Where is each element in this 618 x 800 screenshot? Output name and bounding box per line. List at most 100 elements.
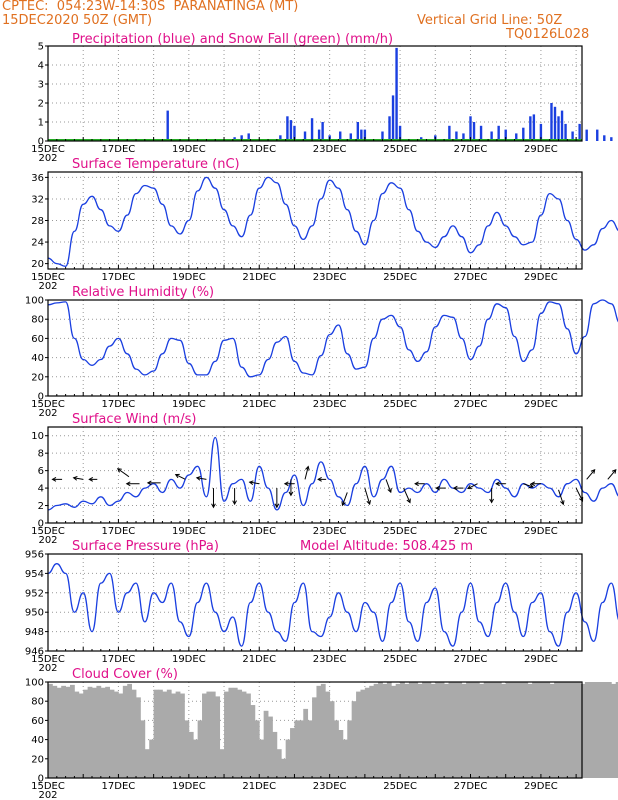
- precip-bar: [529, 116, 532, 141]
- cloud-ytick-label: 60: [31, 716, 44, 727]
- wind-ytick-label: 6: [38, 466, 44, 477]
- temp-ytick-label: 24: [31, 238, 44, 249]
- pres-date-label: 27DEC: [454, 654, 488, 665]
- cloud-ytick-label: 80: [31, 697, 44, 708]
- cloud-bar: [70, 684, 75, 778]
- precip-bar: [515, 133, 518, 141]
- wind-arrow-head: [125, 481, 131, 487]
- cloud-bar: [589, 682, 595, 778]
- pres-date-label: 19DEC: [172, 654, 206, 665]
- cloud-frame: [47, 681, 583, 779]
- cloud-bar: [325, 691, 331, 778]
- rh-line: [47, 299, 618, 378]
- temp-ytick-label: 28: [31, 216, 44, 227]
- wind-line: [47, 436, 618, 511]
- rh-date-label: 15DEC: [31, 399, 65, 410]
- precip-bar: [571, 131, 574, 141]
- cloud-bar: [364, 687, 370, 778]
- cloud-bar: [298, 720, 304, 778]
- cloud-bar: [505, 682, 511, 778]
- cloud-bar: [268, 716, 273, 778]
- cloud-bar: [215, 696, 221, 778]
- cloud-bar: [356, 691, 361, 778]
- cloud-bar: [158, 689, 163, 778]
- temp-date-label: 23DEC: [313, 272, 347, 283]
- cloud-bar: [118, 693, 124, 778]
- precip-bar: [166, 110, 169, 141]
- cloud-date-label: 19DEC: [172, 781, 206, 792]
- wind-ytick-label: 0: [38, 519, 44, 530]
- cloud-bar: [210, 691, 216, 778]
- pres-subtitle: Model Altitude: 508.425 m: [300, 539, 473, 554]
- wind-arrow: [304, 466, 309, 480]
- cloud-bar: [100, 687, 106, 778]
- rh-ytick-label: 100: [25, 296, 44, 307]
- precip-bar: [603, 135, 606, 141]
- cloud-bar: [338, 730, 344, 778]
- temp-date-label: 21DEC: [242, 272, 276, 283]
- precip-bar: [356, 122, 360, 141]
- precip-bar: [490, 131, 493, 141]
- cloud-bar: [598, 682, 603, 778]
- cloud-bar: [576, 682, 581, 778]
- cloud-bar: [307, 720, 313, 778]
- pres-date-label: 25DEC: [383, 654, 417, 665]
- precip-year-label: 202: [38, 153, 57, 164]
- cloud-bar: [426, 682, 432, 778]
- cloud-bar: [162, 691, 168, 778]
- cloud-bar: [105, 686, 111, 778]
- precip-bar: [391, 95, 395, 141]
- cloud-bar: [448, 682, 454, 778]
- cloud-bar: [320, 683, 326, 778]
- cloud-bar: [140, 720, 146, 778]
- wind-arrow-head: [590, 468, 596, 474]
- wind-arrow-head: [495, 481, 500, 487]
- temp-date-label: 15DEC: [31, 272, 65, 283]
- wind-arrow-head: [530, 481, 536, 487]
- pres-line: [47, 563, 618, 647]
- cloud-bar: [373, 683, 379, 778]
- cloud-bar: [254, 720, 260, 778]
- wind-arrow-head: [146, 480, 152, 486]
- cloud-bar: [206, 691, 212, 778]
- temp-ytick-label: 20: [31, 259, 44, 270]
- precip-bar: [578, 123, 581, 141]
- temp-line: [47, 176, 618, 267]
- cloud-bar: [558, 682, 564, 778]
- cloud-bar: [294, 720, 300, 778]
- wind-arrow: [558, 489, 564, 505]
- cloud-bar: [92, 687, 97, 778]
- cloud-bar: [144, 749, 150, 778]
- cloud-bar: [316, 685, 322, 778]
- pres-date-label: 29DEC: [524, 654, 558, 665]
- rh-date-label: 17DEC: [102, 399, 136, 410]
- precip-date-label: 21DEC: [242, 144, 276, 155]
- precip-bar: [448, 125, 451, 141]
- wind-arrow-head: [288, 491, 294, 497]
- precip-title: Precipitation (blue) and Snow Fall (gree…: [72, 32, 393, 47]
- cloud-bar: [78, 693, 84, 778]
- cloud-bar: [131, 689, 137, 778]
- precip-panel: Precipitation (blue) and Snow Fall (gree…: [31, 32, 613, 164]
- wind-arrow: [467, 483, 478, 489]
- precip-bar: [317, 129, 321, 141]
- cloud-bar: [232, 687, 238, 778]
- cloud-bar: [567, 682, 573, 778]
- wind-arrow-head: [195, 475, 201, 481]
- wind-panel: Surface Wind (m/s) 0 2 4 6 8 10 15DEC 17DEC 19DEC…: [31, 412, 618, 546]
- cloud-bar: [312, 697, 317, 778]
- temp-title: Surface Temperature (nC): [72, 157, 240, 172]
- cloud-bar: [272, 731, 278, 778]
- cloud-bar: [52, 685, 58, 778]
- rh-date-label: 25DEC: [383, 399, 417, 410]
- pres-ytick-label: 954: [25, 569, 44, 580]
- cloud-bar: [136, 697, 141, 778]
- cloud-bar: [439, 682, 445, 778]
- wind-ytick-label: 10: [31, 431, 44, 442]
- precip-bar: [293, 125, 296, 141]
- wind-arrow: [117, 468, 130, 478]
- wind-arrow: [403, 487, 411, 503]
- cloud-bar: [347, 720, 353, 778]
- cloud-bar: [290, 728, 295, 778]
- cloud-bar: [514, 682, 520, 778]
